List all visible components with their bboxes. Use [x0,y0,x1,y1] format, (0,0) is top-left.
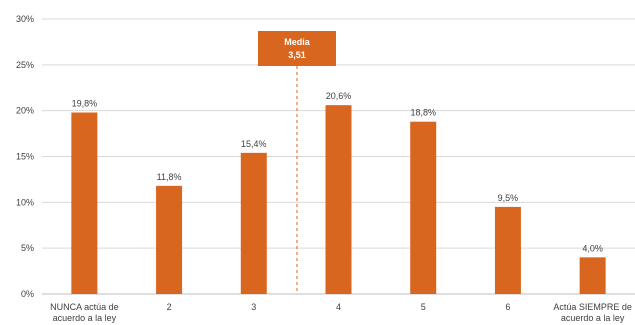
x-tick-label: 2 [167,302,172,312]
x-tick-label: NUNCA actúa de [50,302,119,312]
y-tick-label: 0% [21,289,34,299]
y-tick-label: 25% [16,60,34,70]
data-label: 20,6% [326,91,352,101]
x-tick-label: Actúa SIEMPRE de [553,302,632,312]
y-tick-label: 10% [16,197,34,207]
y-tick-label: 5% [21,243,34,253]
data-label: 11,8% [157,172,182,182]
mean-label: Media [284,37,311,47]
bar [325,105,352,295]
y-tick-label: 30% [16,14,34,24]
bar [240,152,267,294]
bar [410,121,437,295]
bar [71,112,98,294]
mean-box [257,31,336,66]
x-tick-label: acuerdo a la ley [561,313,625,323]
data-label: 9,5% [498,193,519,203]
x-tick-label: acuerdo a la ley [53,313,117,323]
mean-value: 3,51 [288,50,306,60]
data-label: 18,8% [410,108,436,118]
x-tick-label: 6 [505,302,510,312]
y-tick-label: 15% [16,152,34,162]
x-tick-label: 5 [421,302,426,312]
y-tick-label: 20% [16,106,34,116]
x-tick-label: 4 [336,302,341,312]
bar [579,257,606,294]
data-label: 4,0% [582,243,603,253]
data-label: 15,4% [241,139,267,149]
bar [156,185,183,294]
data-label: 19,8% [72,99,98,109]
bar [494,206,521,294]
x-tick-label: 3 [251,302,256,312]
